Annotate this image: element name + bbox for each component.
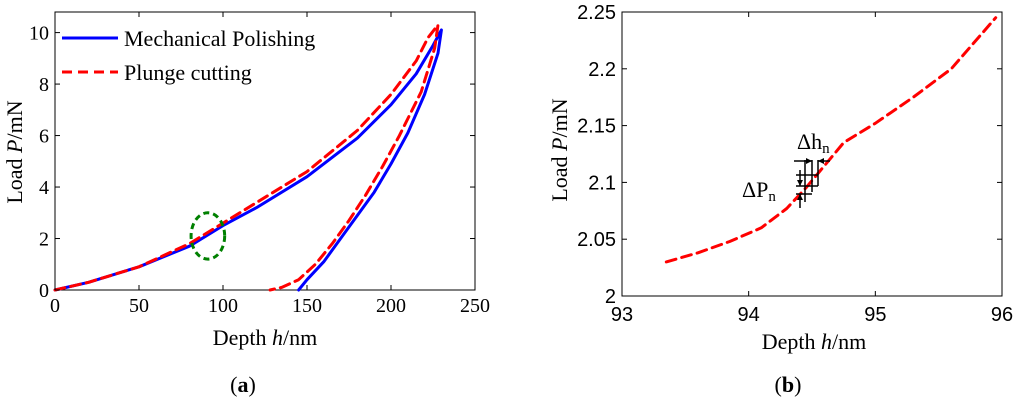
y-tick-label: 2.05 (577, 229, 616, 251)
series-layer-a (53, 23, 443, 292)
mechanical-polishing-line (53, 28, 443, 292)
y-tick-label: 10 (29, 23, 49, 45)
delta-p-label: ΔPn (742, 177, 776, 205)
x-tick-label: 50 (129, 295, 149, 317)
y-tick-label: 2.25 (577, 2, 616, 24)
x-tick-label: 95 (864, 304, 886, 326)
delta-h-arrowhead-right (818, 158, 824, 164)
x-tick-label: 96 (991, 304, 1013, 326)
panel-b: 93 94 95 96 2 2.05 2.1 2.15 2.2 2.25 Δhn ΔPn Dept… (547, 2, 1013, 397)
legend-a: Mechanical Polishing Plunge cutting (62, 26, 315, 85)
x-tick-label: 200 (376, 295, 406, 317)
y-tick-label: 2.2 (588, 59, 616, 81)
x-tick-label: 150 (292, 295, 322, 317)
series-0-line (664, 16, 998, 264)
delta-p-arrowhead-bottom (797, 194, 803, 200)
legend-label-plunge-cutting: Plunge cutting (124, 60, 252, 85)
highlight-ellipse (189, 211, 227, 261)
annotation-layer-a (189, 211, 227, 261)
y-tick-label: 2 (605, 286, 616, 308)
y-tick-label: 2 (39, 229, 49, 251)
y-tick-label: 6 (39, 126, 49, 148)
delta-annotation-b: Δhn ΔPn (742, 129, 830, 208)
y-tick-label: 2.15 (577, 116, 616, 138)
ticks-layer-a: 0 50 100 150 200 250 0 2 4 6 8 10 (29, 12, 490, 317)
plot-area-b (621, 11, 1003, 297)
y-axis-label-b: Load P/mN (547, 98, 572, 201)
y-axis-label-a: Load P/mN (2, 100, 27, 203)
x-tick-label: 0 (50, 295, 60, 317)
panel-label-a: (a) (230, 372, 256, 397)
delta-h-arrowhead-left (806, 158, 812, 164)
ticks-layer-b: 93 94 95 96 2 2.05 2.1 2.15 2.2 2.25 (577, 2, 1013, 326)
series-layer-b (664, 16, 998, 264)
y-tick-label: 2.1 (588, 172, 616, 194)
y-tick-label: 8 (39, 74, 49, 96)
x-tick-label: 93 (611, 304, 633, 326)
plot-area-a (54, 11, 476, 291)
x-axis-label-b: Depth h/nm (762, 329, 867, 354)
panel-a: 0 50 100 150 200 250 0 2 4 6 8 10 Mechanical Polish… (2, 11, 490, 397)
y-tick-label: 0 (39, 280, 49, 302)
delta-p-arrowhead-top (797, 180, 803, 186)
x-tick-label: 94 (738, 304, 760, 326)
plunge-cutting-line (53, 23, 440, 292)
y-tick-label: 4 (39, 177, 49, 199)
x-tick-label: 100 (208, 295, 238, 317)
legend-label-mechanical-polishing: Mechanical Polishing (124, 26, 315, 51)
panel-label-b: (b) (775, 372, 802, 397)
x-axis-label-a: Depth h/nm (213, 325, 318, 350)
x-tick-label: 250 (460, 295, 490, 317)
delta-h-label: Δhn (797, 129, 830, 157)
